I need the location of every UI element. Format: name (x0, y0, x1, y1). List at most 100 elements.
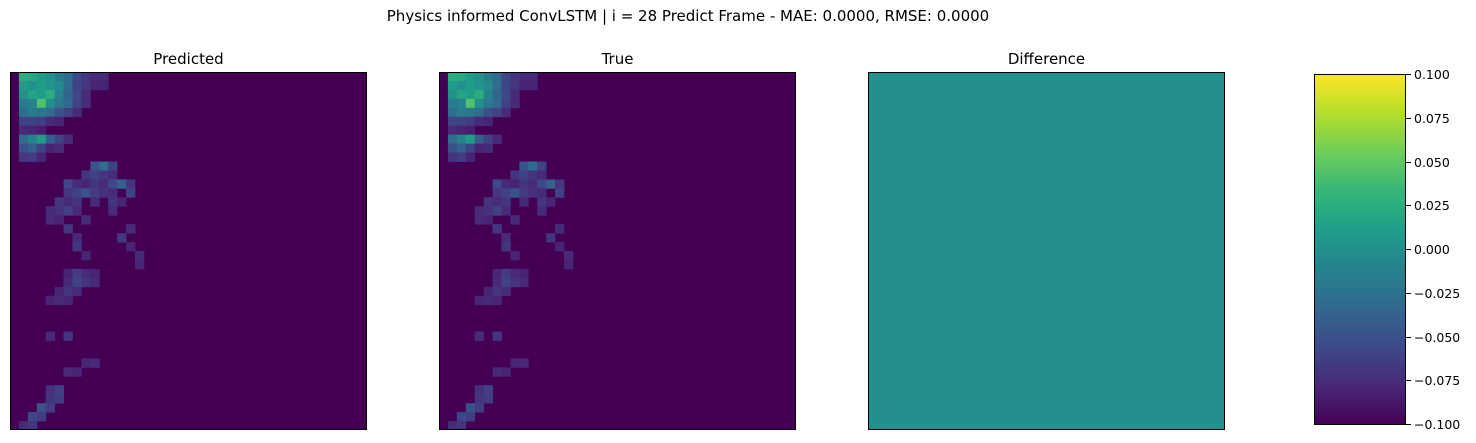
true-heatmap-cell (492, 268, 502, 279)
true-heatmap-cell (483, 72, 493, 82)
predicted-heatmap-cell (27, 107, 38, 118)
predicted-heatmap-cell (126, 188, 136, 198)
predicted-heatmap-cell (99, 72, 109, 82)
true-heatmap-cell (483, 206, 493, 216)
predicted-heatmap-cell (27, 412, 38, 422)
predicted-heatmap-cell (63, 224, 73, 234)
true-heatmap-cell (537, 170, 547, 180)
predicted-heatmap-cell (90, 277, 100, 288)
true-heatmap-cell (456, 72, 467, 82)
predicted-heatmap-cell (63, 277, 73, 288)
true-heatmap-cell (492, 286, 502, 297)
predicted-heatmap-cell (63, 72, 73, 82)
colorbar-tick-label: 0.025 (1414, 198, 1450, 214)
true-heatmap-cell (447, 80, 458, 91)
predicted-heatmap-cell (72, 367, 82, 377)
true-heatmap-cell (501, 80, 511, 91)
true-heatmap-cell (447, 107, 458, 118)
true-heatmap-cell (456, 80, 467, 91)
predicted-heatmap-cell (54, 89, 64, 100)
colorbar-tick-label: −0.075 (1414, 373, 1461, 389)
predicted-heatmap-cell (18, 152, 29, 162)
difference-panel (868, 72, 1225, 430)
true-heatmap-cell (519, 80, 529, 91)
predicted-heatmap-cell (36, 403, 47, 413)
predicted-heatmap-cell (54, 197, 64, 207)
predicted-heatmap-cell (54, 206, 64, 216)
true-heatmap-cell (555, 242, 565, 252)
true-heatmap-cell (483, 394, 493, 404)
predicted-heatmap-cell (63, 188, 73, 198)
true-heatmap-cell (465, 80, 476, 91)
predicted-heatmap-cell (54, 98, 64, 109)
true-heatmap-cell (519, 358, 529, 368)
predicted-heatmap-cell (36, 98, 47, 109)
true-heatmap-svg (439, 72, 796, 430)
true-heatmap-cell (483, 107, 493, 118)
true-heatmap-cell (501, 98, 511, 109)
true-heatmap-cell (483, 89, 493, 100)
colorbar-tick-mark (1406, 117, 1411, 119)
true-heatmap-cell (465, 107, 476, 118)
predicted-heatmap-cell (90, 170, 100, 180)
predicted-heatmap-cell (72, 206, 82, 216)
predicted-heatmap-cell (36, 80, 47, 91)
predicted-heatmap-cell (72, 242, 82, 252)
colorbar-tick-mark (1406, 380, 1411, 382)
predicted-heatmap-cell (63, 286, 73, 297)
panel-title-true: True (601, 50, 634, 68)
predicted-heatmap-cell (27, 116, 38, 127)
true-heatmap-cell (456, 125, 467, 136)
true-heatmap-cell (537, 206, 547, 216)
true-heatmap-cell (456, 152, 467, 162)
predicted-heatmap-cell (81, 188, 91, 198)
true-heatmap-cell (501, 268, 511, 279)
predicted-heatmap-cell (117, 179, 127, 189)
true-heatmap-cell (519, 268, 529, 279)
true-heatmap-cell (510, 188, 520, 198)
true-heatmap-cell (555, 188, 565, 198)
predicted-heatmap-cell (99, 161, 109, 171)
predicted-heatmap-cell (63, 107, 73, 118)
true-heatmap-cell (456, 98, 467, 109)
true-heatmap-cell (465, 72, 476, 82)
predicted-heatmap-cell (63, 80, 73, 91)
true-heatmap-cell (492, 206, 502, 216)
true-heatmap-cell (501, 277, 511, 288)
true-heatmap-cell (555, 179, 565, 189)
predicted-heatmap-cell (99, 170, 109, 180)
predicted-heatmap-cell (36, 134, 47, 144)
true-heatmap-cell (563, 259, 574, 270)
predicted-heatmap-cell (81, 72, 91, 82)
true-heatmap-cell (528, 179, 538, 189)
true-heatmap-cell (483, 80, 493, 91)
predicted-heatmap-cell (18, 134, 29, 144)
true-heatmap-cell (483, 295, 493, 306)
true-heatmap-cell (447, 89, 458, 100)
true-heatmap-cell (492, 277, 502, 288)
predicted-heatmap-cell (18, 89, 29, 100)
predicted-heatmap-cell (108, 179, 118, 189)
predicted-heatmap-cell (81, 277, 91, 288)
colorbar-tick-mark (1406, 205, 1411, 207)
true-heatmap-cell (474, 80, 485, 91)
predicted-heatmap-cell (45, 134, 56, 144)
colorbar-tick-label: 0.075 (1414, 110, 1450, 126)
colorbar-tick-mark (1406, 292, 1411, 294)
colorbar-tick-label: −0.050 (1414, 329, 1461, 345)
panel-title-difference: Difference (1007, 50, 1086, 68)
predicted-heatmap-cell (126, 179, 136, 189)
colorbar-frame (1314, 74, 1406, 425)
colorbar-tick-label: −0.025 (1414, 285, 1461, 301)
colorbar-tick-label: 0.000 (1414, 242, 1450, 257)
predicted-heatmap-cell (81, 215, 91, 225)
true-heatmap-cell (474, 143, 485, 153)
true-heatmap-cell (528, 170, 538, 180)
colorbar (1314, 74, 1406, 425)
predicted-heatmap-svg (10, 72, 367, 430)
true-heatmap-cell (510, 89, 520, 100)
true-heatmap-cell (447, 125, 458, 136)
predicted-heatmap-cell (54, 286, 64, 297)
predicted-heatmap-cell (18, 116, 29, 127)
predicted-heatmap (10, 72, 367, 430)
